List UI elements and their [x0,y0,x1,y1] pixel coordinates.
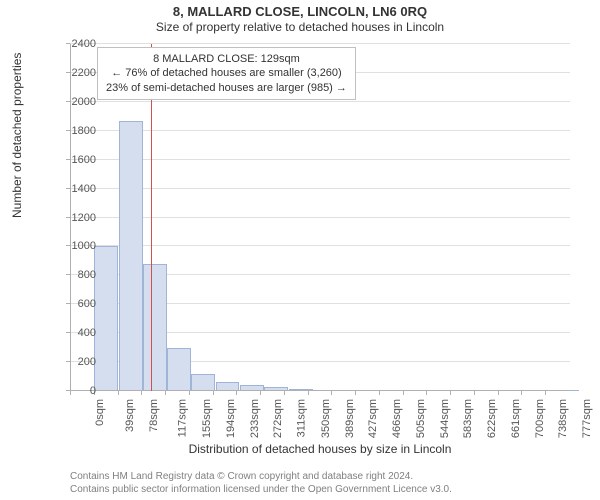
xtick-mark [331,391,332,395]
callout-line2: ← 76% of detached houses are smaller (3,… [106,66,347,80]
xtick-mark [403,391,404,395]
histogram-bar [191,374,215,391]
ytick-label: 2400 [56,38,96,50]
xtick-label: 661sqm [510,399,522,438]
page-title: 8, MALLARD CLOSE, LINCOLN, LN6 0RQ [0,0,600,19]
xtick-label: 700sqm [534,399,546,438]
xtick-mark [260,391,261,395]
xtick-mark [450,391,451,395]
ytick-label: 400 [56,327,96,339]
xtick-label: 0sqm [94,399,106,426]
xtick-mark [474,391,475,395]
ytick-label: 2200 [56,67,96,79]
histogram-bar [119,121,143,391]
ytick-label: 800 [56,269,96,281]
histogram-bar [167,348,191,391]
xtick-mark [118,391,119,395]
xtick-mark [308,391,309,395]
callout-line1: 8 MALLARD CLOSE: 129sqm [106,52,347,66]
ytick-label: 1600 [56,154,96,166]
xtick-mark [141,391,142,395]
xtick-label: 427sqm [367,399,379,438]
xtick-label: 155sqm [201,399,213,438]
xtick-label: 272sqm [272,399,284,438]
x-axis-line [70,390,570,391]
xtick-label: 622sqm [486,399,498,438]
ytick-label: 2000 [56,96,96,108]
xtick-mark [426,391,427,395]
xtick-label: 738sqm [557,399,569,438]
xtick-label: 505sqm [415,399,427,438]
histogram-bar [94,246,118,391]
footer-line2: Contains public sector information licen… [70,483,590,496]
xtick-label: 194sqm [225,399,237,438]
xtick-label: 39sqm [124,399,136,432]
xtick-label: 466sqm [391,399,403,438]
xtick-mark [189,391,190,395]
ytick-label: 600 [56,298,96,310]
xtick-label: 311sqm [295,399,307,437]
page-subtitle: Size of property relative to detached ho… [0,19,600,34]
xtick-label: 544sqm [439,399,451,438]
xtick-mark [165,391,166,395]
xtick-label: 777sqm [581,399,593,438]
ytick-label: 1800 [56,125,96,137]
ytick-label: 1000 [56,240,96,252]
xtick-mark [545,391,546,395]
xtick-mark [379,391,380,395]
property-callout: 8 MALLARD CLOSE: 129sqm ← 76% of detache… [97,47,356,100]
xtick-mark [284,391,285,395]
xtick-mark [521,391,522,395]
xtick-label: 78sqm [148,399,160,432]
xtick-label: 350sqm [320,399,332,438]
xtick-mark [355,391,356,395]
xtick-mark [236,391,237,395]
x-axis-title: Distribution of detached houses by size … [70,442,570,456]
y-axis-title: Number of detached properties [10,53,24,218]
ytick-label: 1200 [56,212,96,224]
callout-line3: 23% of semi-detached houses are larger (… [106,81,347,95]
ytick-label: 1400 [56,183,96,195]
xtick-label: 117sqm [177,399,189,437]
xtick-mark [213,391,214,395]
xtick-label: 233sqm [249,399,261,438]
ytick-label: 0 [56,385,96,397]
xtick-mark [498,391,499,395]
xtick-label: 389sqm [344,399,356,438]
footer-line1: Contains HM Land Registry data © Crown c… [70,470,590,483]
footer-attribution: Contains HM Land Registry data © Crown c… [70,470,590,496]
histogram-bar [143,264,167,391]
chart-plot-area: 8 MALLARD CLOSE: 129sqm ← 76% of detache… [70,44,570,391]
xtick-label: 583sqm [462,399,474,438]
ytick-label: 200 [56,356,96,368]
